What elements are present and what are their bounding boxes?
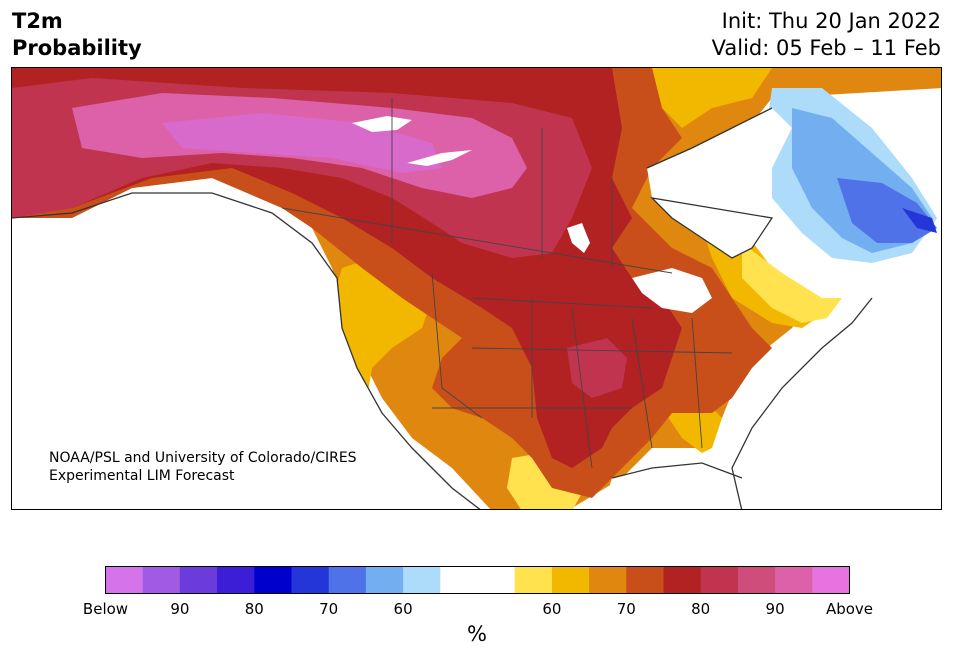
colorbar-swatch <box>477 566 516 594</box>
variable-title: T2m <box>12 9 63 33</box>
colorbar-swatch <box>737 566 776 594</box>
prob-band-below-75 <box>902 208 937 233</box>
colorbar <box>105 566 850 594</box>
colorbar-swatch <box>403 566 441 594</box>
colorbar-swatch <box>663 566 702 594</box>
forecast-dates: Init: Thu 20 Jan 2022 Valid: 05 Feb – 11… <box>712 8 941 62</box>
colorbar-unit-label: % <box>467 622 487 646</box>
colorbar-swatch <box>254 566 292 594</box>
credit-text: NOAA/PSL and University of Colorado/CIRE… <box>49 449 357 485</box>
colorbar-swatch <box>700 566 739 594</box>
colorbar-swatch <box>551 566 590 594</box>
great-lakes <box>632 268 712 313</box>
great-bear-lake <box>352 116 412 132</box>
colorbar-swatch <box>217 566 255 594</box>
colorbar-swatch <box>179 566 218 594</box>
colorbar-tick-label: Below <box>82 600 129 618</box>
init-date: Init: Thu 20 Jan 2022 <box>721 9 941 33</box>
atlantic-ocean <box>732 288 941 509</box>
colorbar-swatch <box>291 566 330 594</box>
colorbar-tick-label: 90 <box>170 600 190 618</box>
colorbar-tick-label: 90 <box>765 600 785 618</box>
prob-band-80-plains <box>567 338 627 398</box>
colorbar-tick-label: 60 <box>393 600 413 618</box>
credit-line-1: NOAA/PSL and University of Colorado/CIRE… <box>49 450 357 466</box>
map-canvas <box>12 68 941 509</box>
prob-band-below-70 <box>837 178 937 243</box>
gulf-of-mexico <box>602 463 742 509</box>
probability-map <box>11 67 942 510</box>
valid-dates: Valid: 05 Feb – 11 Feb <box>711 36 941 60</box>
product-title: Probability <box>12 36 142 60</box>
prob-band-60-north <box>652 68 772 128</box>
colorbar-swatch <box>589 566 627 594</box>
colorbar-swatch <box>514 566 553 594</box>
hudson-bay <box>647 108 792 258</box>
pacific-ocean <box>12 198 480 509</box>
colorbar-swatch <box>775 566 813 594</box>
political-borders <box>281 98 733 469</box>
credit-line-2: Experimental LIM Forecast <box>49 468 235 484</box>
coastlines <box>12 107 873 509</box>
colorbar-swatch <box>328 566 367 594</box>
colorbar-tick-label: 80 <box>691 600 711 618</box>
colorbar-tick-label: 70 <box>319 600 339 618</box>
colorbar-tick-label: Above <box>825 600 874 618</box>
colorbar-swatch <box>105 566 144 594</box>
colorbar-swatch <box>142 566 181 594</box>
chart-title: T2m Probability <box>12 8 142 62</box>
colorbar-tick-label: 80 <box>244 600 264 618</box>
prob-band-60-west <box>330 258 432 468</box>
lake-winnipeg <box>567 223 590 253</box>
great-slave-lake <box>407 150 472 166</box>
colorbar-swatch <box>365 566 404 594</box>
colorbar-swatch <box>440 566 478 594</box>
colorbar-tick-label: 70 <box>616 600 636 618</box>
colorbar-swatch <box>812 566 850 594</box>
colorbar-tick-label: 60 <box>542 600 562 618</box>
colorbar-swatch <box>626 566 664 594</box>
prob-band-55-ne <box>742 243 842 323</box>
